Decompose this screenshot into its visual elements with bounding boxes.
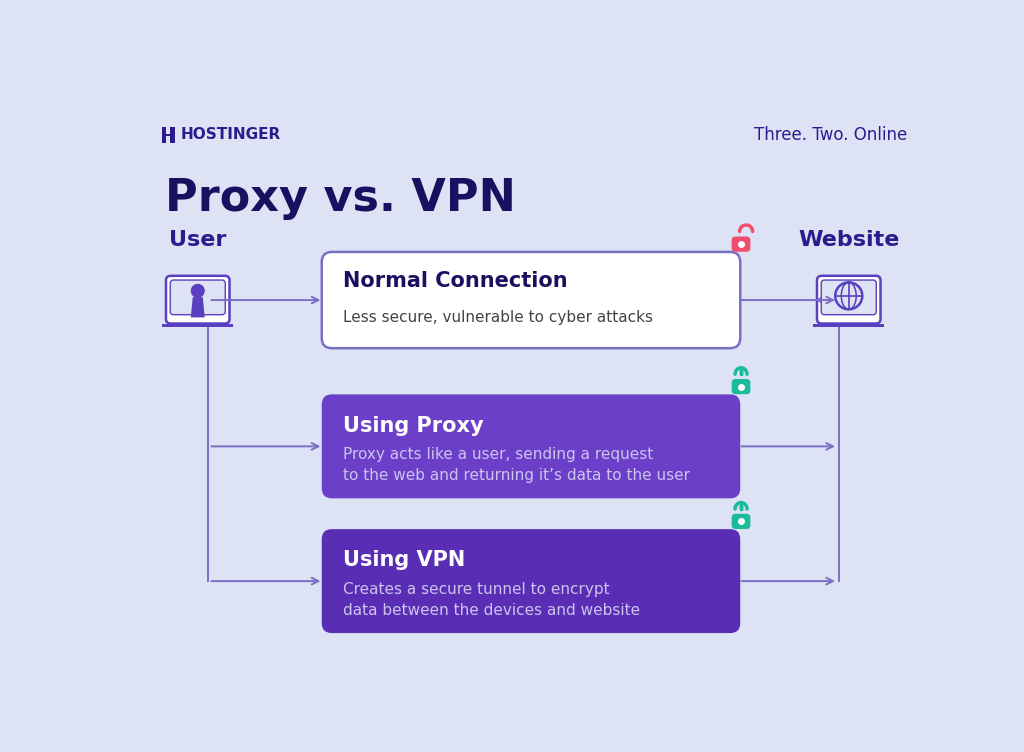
Text: Proxy acts like a user, sending a request
to the web and returning it’s data to : Proxy acts like a user, sending a reques…: [343, 447, 690, 483]
FancyBboxPatch shape: [817, 276, 881, 323]
Circle shape: [191, 284, 204, 297]
Text: Website: Website: [798, 230, 899, 250]
Text: Three. Two. Online: Three. Two. Online: [754, 126, 907, 144]
Bar: [162, 127, 166, 143]
Text: Less secure, vulnerable to cyber attacks: Less secure, vulnerable to cyber attacks: [343, 310, 653, 325]
Text: Proxy vs. VPN: Proxy vs. VPN: [165, 177, 516, 220]
Bar: [813, 323, 885, 327]
Text: Using Proxy: Using Proxy: [343, 416, 484, 435]
FancyBboxPatch shape: [170, 280, 225, 314]
FancyBboxPatch shape: [322, 394, 740, 499]
FancyBboxPatch shape: [322, 252, 740, 348]
FancyBboxPatch shape: [731, 514, 751, 529]
Text: Creates a secure tunnel to encrypt
data between the devices and website: Creates a secure tunnel to encrypt data …: [343, 582, 641, 618]
FancyBboxPatch shape: [821, 280, 877, 314]
Text: HOSTINGER: HOSTINGER: [180, 127, 281, 142]
FancyBboxPatch shape: [322, 529, 740, 633]
Text: Using VPN: Using VPN: [343, 550, 466, 570]
Polygon shape: [190, 297, 205, 317]
Bar: [166, 134, 170, 136]
Bar: [170, 127, 175, 143]
Text: User: User: [169, 230, 226, 250]
Bar: [162, 323, 233, 327]
FancyBboxPatch shape: [731, 379, 751, 394]
Text: Normal Connection: Normal Connection: [343, 271, 568, 291]
FancyBboxPatch shape: [731, 237, 751, 252]
FancyBboxPatch shape: [166, 276, 229, 323]
